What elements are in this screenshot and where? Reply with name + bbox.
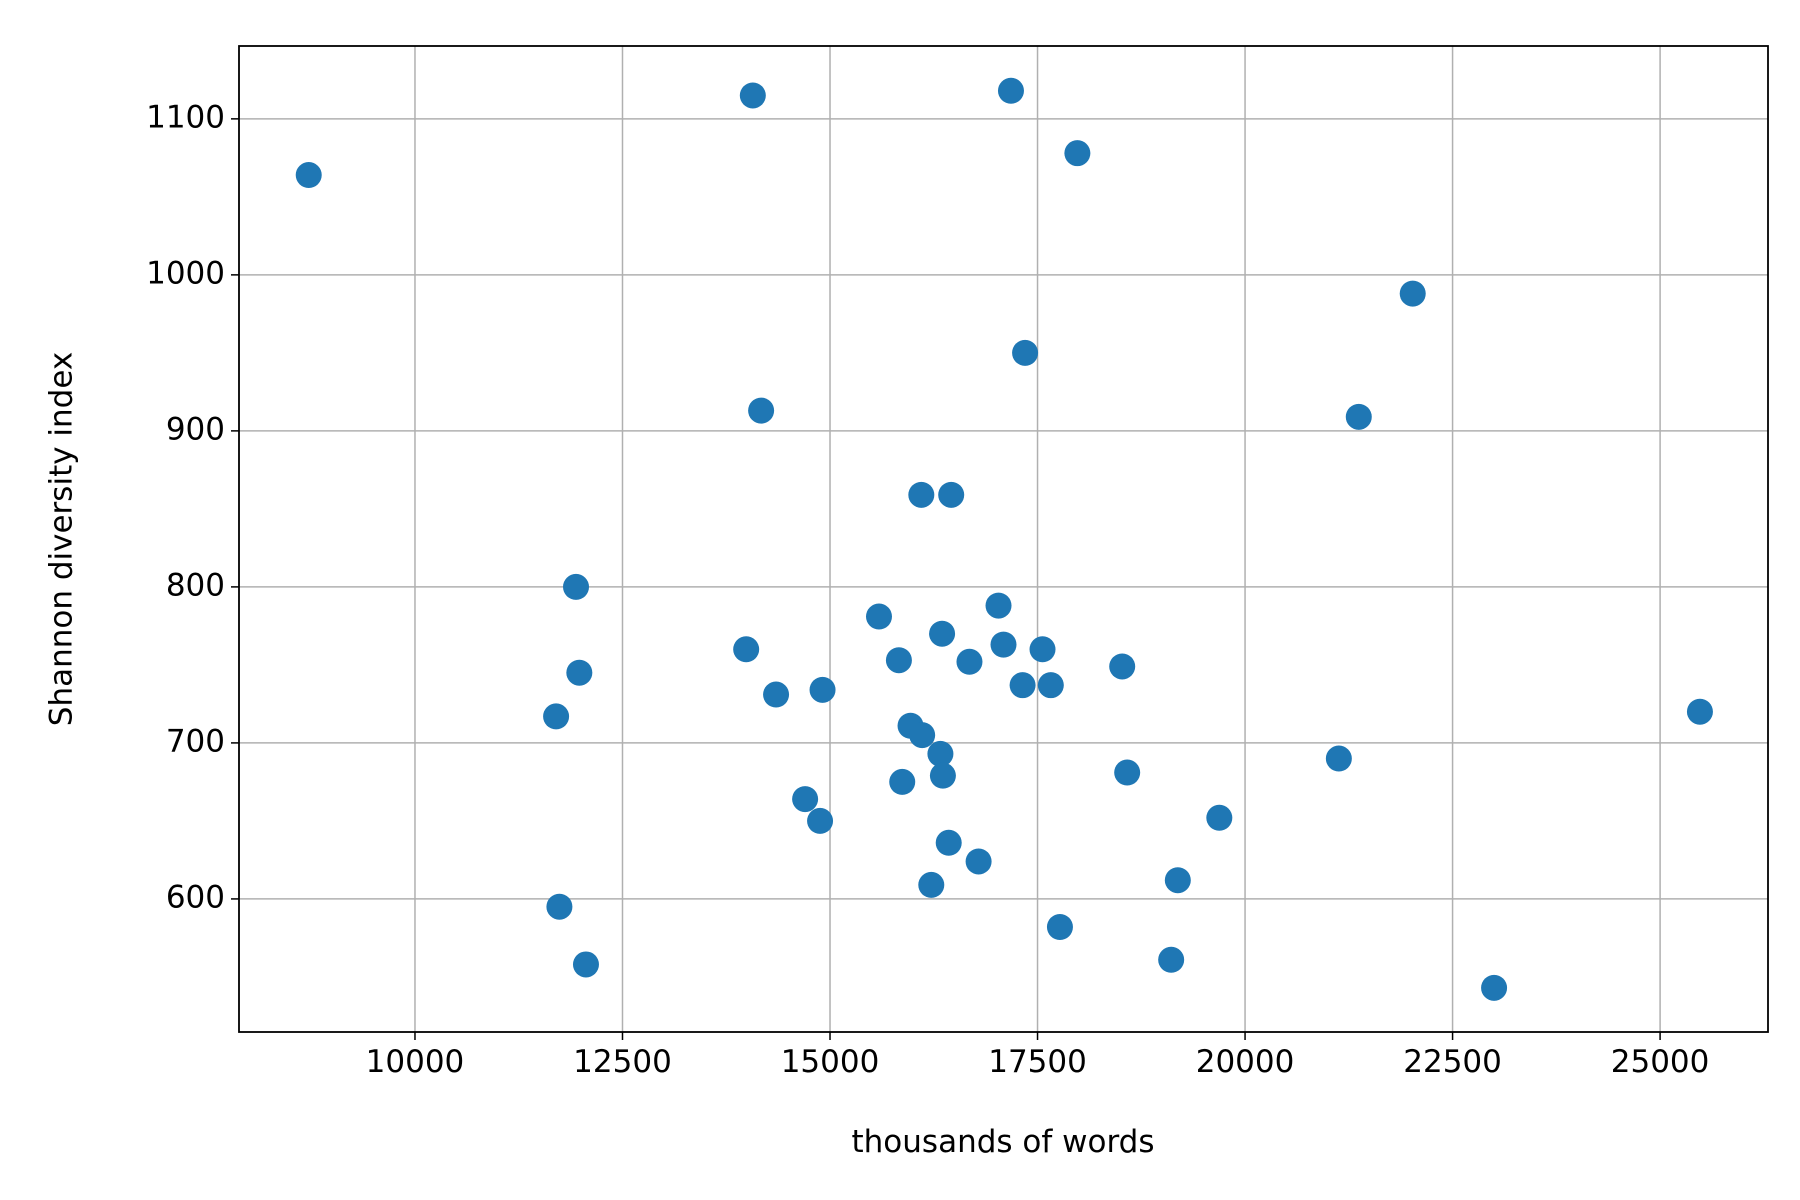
point: [927, 740, 954, 767]
x-axis-label: thousands of words: [852, 1124, 1155, 1160]
x-tick-label: 10000: [366, 1044, 465, 1080]
x-tick-label: 15000: [781, 1044, 880, 1080]
point: [733, 636, 760, 663]
y-tick-label: 1000: [146, 255, 225, 291]
y-tick-label: 600: [166, 879, 225, 915]
point: [563, 573, 590, 600]
plot-frame: [238, 45, 1769, 1033]
point: [807, 807, 834, 834]
point: [929, 620, 956, 647]
point: [1481, 974, 1508, 1001]
point: [546, 893, 573, 920]
point: [1037, 672, 1064, 699]
y-tick-label: 800: [166, 567, 225, 603]
point: [763, 681, 790, 708]
point: [865, 603, 892, 630]
point: [1064, 140, 1091, 167]
point: [1109, 653, 1136, 680]
point: [990, 631, 1017, 658]
point: [748, 397, 775, 424]
point: [997, 77, 1024, 104]
point: [965, 848, 992, 875]
point: [1325, 745, 1352, 772]
point: [985, 592, 1012, 619]
point: [885, 647, 912, 674]
point: [1164, 867, 1191, 894]
point: [1399, 280, 1426, 307]
point: [1029, 636, 1056, 663]
point: [295, 162, 322, 189]
point: [566, 659, 593, 686]
point: [1686, 698, 1713, 725]
x-tick-label: 22500: [1403, 1044, 1502, 1080]
y-axis-label: Shannon diversity index: [44, 352, 80, 726]
point: [1206, 804, 1233, 831]
x-tick-label: 17500: [988, 1044, 1087, 1080]
point: [543, 703, 570, 730]
point: [1009, 672, 1036, 699]
point: [1012, 339, 1039, 366]
y-tick-label: 700: [166, 723, 225, 759]
point: [908, 481, 935, 508]
y-tick-label: 900: [166, 411, 225, 447]
x-tick-label: 25000: [1611, 1044, 1710, 1080]
point: [935, 829, 962, 856]
point: [1046, 914, 1073, 941]
point: [889, 768, 916, 795]
point: [1114, 759, 1141, 786]
point: [918, 871, 945, 898]
point: [938, 481, 965, 508]
point: [1345, 403, 1372, 430]
y-tick-label: 1100: [146, 99, 225, 135]
point: [1158, 946, 1185, 973]
point: [792, 786, 819, 813]
point: [909, 722, 936, 749]
point: [929, 762, 956, 789]
point: [572, 951, 599, 978]
point: [956, 648, 983, 675]
point: [739, 82, 766, 109]
x-tick-label: 12500: [573, 1044, 672, 1080]
x-tick-label: 20000: [1196, 1044, 1295, 1080]
point: [809, 676, 836, 703]
